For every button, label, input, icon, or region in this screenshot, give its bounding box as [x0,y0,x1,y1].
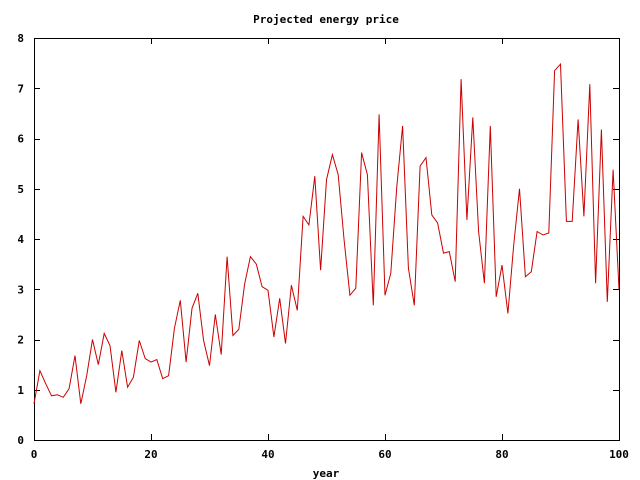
series-line [33,62,620,404]
y-tick-label: 3 [17,283,24,296]
plot-frame [34,38,620,441]
y-tick-label: 6 [17,133,24,146]
y-tick-label: 5 [17,183,24,196]
x-tick-label: 0 [31,448,38,461]
x-tick-label: 100 [609,448,629,461]
y-tick-label: 0 [17,434,24,447]
y-tick-label: 8 [17,32,24,45]
y-tick-label: 2 [17,334,24,347]
x-tick-label: 40 [261,448,274,461]
chart-title: Projected energy price [253,13,399,26]
y-axis-ticks: 0 1 2 3 4 5 6 7 8 [17,32,619,447]
x-tick-label: 20 [144,448,157,461]
y-tick-label: 7 [17,82,24,95]
y-tick-label: 4 [17,233,24,246]
x-tick-label: 60 [378,448,391,461]
x-axis-ticks: 0 20 40 60 80 100 [31,38,629,461]
x-tick-label: 80 [495,448,508,461]
y-tick-label: 1 [17,384,24,397]
x-axis-label: year [313,467,340,480]
